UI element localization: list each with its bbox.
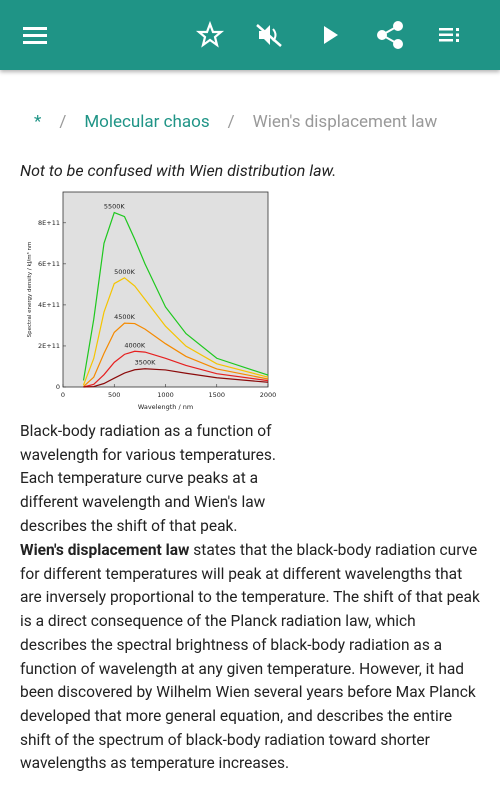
series-line (83, 350, 269, 388)
x-tick-label: 2000 (260, 391, 277, 399)
share-button[interactable] (377, 21, 403, 49)
breadcrumb-home[interactable]: * (34, 112, 42, 132)
breadcrumb: * / Molecular chaos / Wien's displacement la… (34, 112, 437, 132)
series-label: 4500K (114, 313, 136, 321)
hatnote: Not to be confused with Wien distributio… (20, 161, 337, 180)
series-label: 5500K (104, 203, 126, 211)
y-tick-label: 6E+11 (38, 260, 60, 268)
y-tick-label: 0 (56, 383, 60, 391)
x-tick-label: 0 (61, 391, 65, 399)
paragraph-text: states that the black-body radiation cur… (20, 541, 480, 773)
series-line (83, 322, 269, 388)
series-label: 5000K (114, 268, 136, 276)
series-line (83, 368, 269, 388)
figure-chart: 0 2E+11 4E+11 6E+11 8E+11 0 500 1000 1500 2000 Wav… (26, 191, 277, 411)
menu-button[interactable] (23, 27, 47, 44)
series-line (82, 277, 269, 386)
y-tick-label: 2E+11 (38, 342, 60, 350)
bold-term: Wien's displacement law (20, 541, 190, 559)
x-tick-label: 1000 (157, 391, 174, 399)
series-label: 3500K (135, 359, 157, 367)
breadcrumb-link[interactable]: Molecular chaos (84, 112, 210, 132)
x-tick-label: 500 (108, 391, 120, 399)
favorite-button[interactable] (195, 20, 225, 48)
series-label: 4000K (124, 341, 146, 349)
play-button[interactable] (324, 26, 338, 44)
breadcrumb-separator: / (227, 112, 235, 132)
paragraph: Wien's displacement law states that the … (20, 539, 480, 776)
x-tick-label: 1500 (208, 391, 225, 399)
mute-button[interactable] (256, 24, 282, 47)
series-line (82, 211, 269, 381)
y-tick-label: 4E+11 (38, 301, 60, 309)
contents-button[interactable] (439, 28, 459, 42)
figure-caption: Black-body radiation as a function of wa… (20, 422, 276, 535)
y-axis-label: Spectral energy density / kJ/m³ nm (26, 242, 33, 338)
toolbar-icons (23, 20, 459, 49)
breadcrumb-separator: / (59, 112, 67, 132)
toolbar (0, 0, 500, 70)
breadcrumb-current: Wien's displacement law (252, 112, 438, 132)
y-tick-label: 8E+11 (38, 219, 60, 227)
x-axis-label: Wavelength / nm (138, 403, 193, 411)
